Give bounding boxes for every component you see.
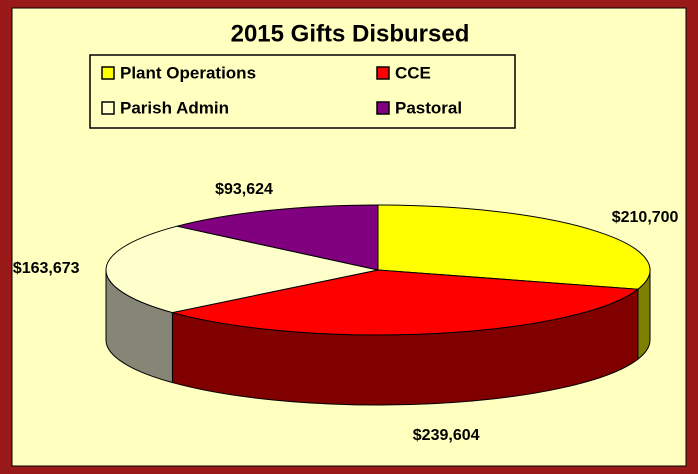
legend-swatch — [376, 101, 390, 115]
legend-label: CCE — [395, 63, 431, 82]
data-label: $93,624 — [215, 181, 273, 198]
legend-swatch — [101, 101, 115, 115]
slice — [176, 204, 379, 271]
legend-label: Pastoral — [395, 98, 462, 117]
chart-title: 2015 Gifts Disbursed — [231, 20, 470, 47]
slice — [172, 269, 640, 336]
data-label: $163,673 — [13, 260, 80, 277]
legend-label: Plant Operations — [120, 63, 256, 82]
data-label: $210,700 — [612, 209, 679, 226]
data-label: $239,604 — [413, 427, 480, 444]
legend-swatch — [101, 66, 115, 80]
slice — [377, 204, 651, 290]
slice — [105, 225, 379, 314]
legend-label: Parish Admin — [120, 98, 229, 117]
legend-swatch — [376, 66, 390, 80]
legend-box — [89, 54, 516, 129]
